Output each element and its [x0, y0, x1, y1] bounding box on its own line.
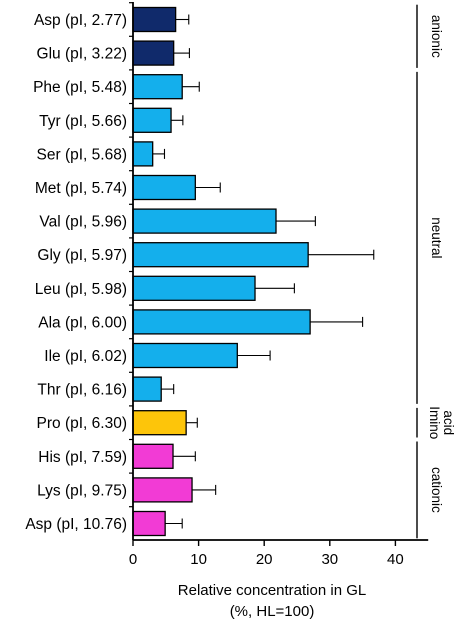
axes-group	[129, 2, 429, 541]
x-tick-label: 30	[321, 551, 338, 568]
category-label: Met (pI, 5.74)	[35, 180, 127, 197]
bar	[132, 208, 277, 234]
bar	[132, 242, 309, 268]
category-label: Lys (pI, 9.75)	[37, 482, 127, 499]
category-label: His (pI, 7.59)	[38, 449, 127, 466]
category-label: Gly (pI, 5.97)	[37, 247, 127, 264]
bar	[132, 40, 175, 66]
bar	[132, 141, 154, 167]
x-tick-label: 10	[190, 551, 207, 568]
group-label: neutral	[429, 217, 444, 258]
category-label: Pro (pI, 6.30)	[37, 415, 127, 432]
bar	[132, 174, 196, 201]
bar	[132, 275, 256, 301]
group-label: cationic	[429, 467, 444, 513]
group-brackets: anionic neutral Imino acid cationic	[416, 4, 454, 539]
category-label: Asp (pI, 10.76)	[25, 516, 127, 533]
bars-group	[132, 6, 311, 537]
category-label: Tyr (pI, 5.66)	[39, 113, 127, 130]
error-bars-group	[152, 14, 375, 529]
bar	[132, 443, 174, 469]
bar	[132, 410, 187, 436]
x-axis-title-line1: Relative concentration in GL	[178, 582, 366, 599]
category-label: Phe (pI, 5.48)	[33, 79, 127, 96]
bar	[132, 309, 311, 335]
category-label: Val (pI, 5.96)	[39, 214, 127, 231]
group-label: acid	[441, 410, 454, 435]
category-label: Glu (pI, 3.22)	[37, 46, 127, 63]
category-label: Asp (pI, 2.77)	[34, 12, 127, 29]
x-axis-title-line2: (%, HL=100)	[230, 603, 315, 620]
bar	[132, 74, 183, 100]
bar	[132, 376, 162, 402]
x-tick-label: 0	[129, 551, 137, 568]
bar	[132, 510, 166, 537]
category-label: Leu (pI, 5.98)	[35, 281, 127, 298]
category-label: Ser (pI, 5.68)	[37, 146, 127, 163]
category-label: Thr (pI, 6.16)	[37, 382, 127, 399]
x-tick-label: 40	[387, 551, 404, 568]
category-label: Ala (pI, 6.00)	[38, 314, 127, 331]
bar	[132, 342, 238, 369]
bar	[132, 107, 172, 133]
category-labels: Asp (pI, 2.77) Glu (pI, 3.22) Phe (pI, 5.4…	[25, 12, 127, 533]
bar	[132, 477, 193, 503]
x-ticks-group: 0 10 20 30 40	[129, 540, 404, 568]
category-label: Ile (pI, 6.02)	[44, 348, 127, 365]
x-tick-label: 20	[256, 551, 273, 568]
group-label: Imino	[427, 406, 442, 439]
bar	[132, 6, 177, 33]
group-label: anionic	[429, 15, 444, 58]
